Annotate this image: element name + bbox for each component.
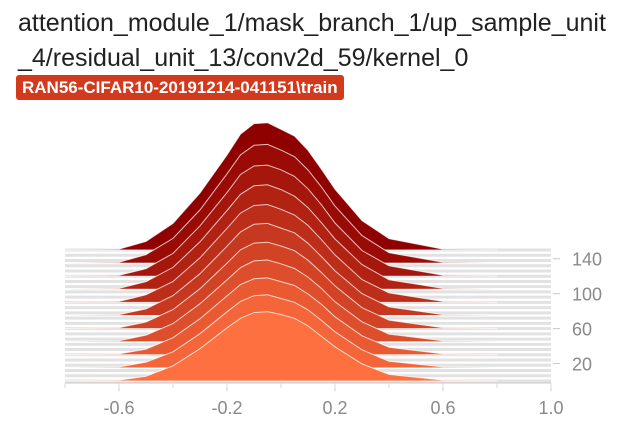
y-tick-label: 60 [572,320,592,340]
y-tick-label: 20 [572,355,592,375]
run-badge[interactable]: RAN56-CIFAR10-20191214-041151\train [16,75,344,100]
histogram-series-step-0 [64,311,498,382]
y-axis: 20 60 100 140 [553,250,602,375]
tag-title: attention_module_1/mask_branch_1/up_samp… [18,9,606,72]
x-tick-label: -0.6 [103,398,134,418]
x-tick-label: -0.2 [211,398,242,418]
x-tick-label: 0.6 [430,398,455,418]
x-tick-label: 0.2 [322,398,347,418]
y-tick-label: 100 [572,285,602,305]
y-tick-label: 140 [572,250,602,270]
x-tick-label: 1.0 [538,398,563,418]
x-axis: -0.6 -0.2 0.2 0.6 1.0 [64,382,564,418]
histogram-series-layer [64,122,551,383]
